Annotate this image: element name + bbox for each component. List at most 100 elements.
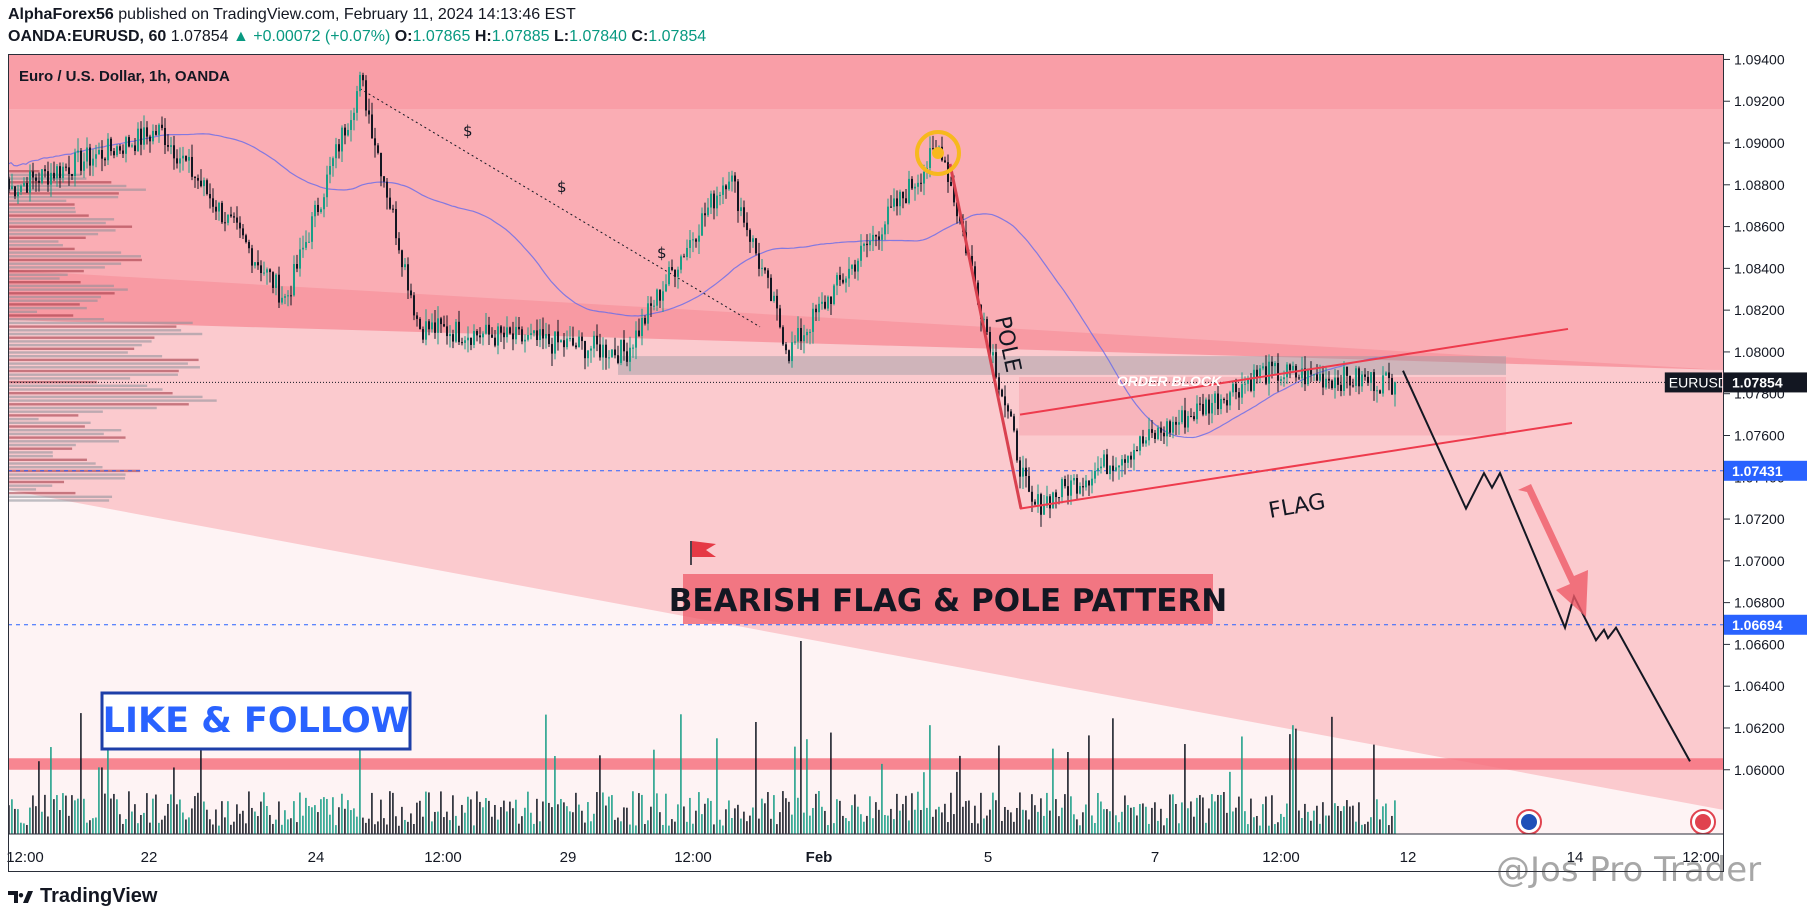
volume-bar <box>923 772 925 834</box>
low-value: 1.07840 <box>569 28 627 45</box>
candle-body <box>872 234 874 242</box>
candle-body <box>65 166 67 168</box>
volume-bar <box>1100 801 1102 834</box>
candle <box>455 318 457 343</box>
candle <box>1259 365 1261 384</box>
candle-body <box>734 175 736 182</box>
volume-bar <box>845 818 847 834</box>
profile-bar <box>8 384 148 387</box>
candle-body <box>329 166 331 175</box>
volume-bar <box>404 819 406 834</box>
candle-body <box>455 321 457 342</box>
candle-body <box>182 155 184 159</box>
volume-bar <box>557 804 559 834</box>
candle <box>485 313 487 335</box>
candle-body <box>764 267 766 271</box>
candle-body <box>173 145 175 159</box>
volume-bar <box>1244 811 1246 834</box>
volume-bar <box>434 811 436 834</box>
volume-bar <box>110 798 112 834</box>
volume-bar <box>1328 815 1330 834</box>
candle <box>512 321 514 351</box>
candle <box>1028 467 1030 493</box>
candle-body <box>590 348 592 351</box>
candle-body <box>101 150 103 159</box>
candle <box>611 349 613 358</box>
candle-body <box>434 322 436 333</box>
candle-body <box>1001 389 1003 397</box>
candle <box>755 238 757 256</box>
candle <box>1019 456 1021 489</box>
profile-bar <box>8 170 40 173</box>
volume-bar <box>437 811 439 834</box>
volume-bar <box>1280 813 1282 834</box>
candle-body <box>584 341 586 359</box>
candle <box>275 273 277 296</box>
profile-bar <box>8 210 76 214</box>
volume-bar <box>314 805 316 834</box>
candle <box>377 143 379 155</box>
candle <box>422 326 424 344</box>
candle-body <box>701 213 703 236</box>
candle-body <box>1241 384 1243 398</box>
volume-bar <box>197 792 199 834</box>
candle <box>206 178 208 196</box>
volume-bar <box>17 809 19 834</box>
tradingview-logo[interactable]: TradingView <box>8 885 157 908</box>
volume-bar <box>611 795 613 834</box>
dollar-marker: $ <box>657 244 667 262</box>
candle <box>59 162 61 188</box>
candle-body <box>1379 390 1381 394</box>
candle <box>494 330 496 348</box>
candle <box>872 225 874 251</box>
volume-bar <box>494 804 496 834</box>
candle-body <box>29 171 31 193</box>
candle <box>1205 397 1207 417</box>
candle-body <box>929 148 931 168</box>
volume-bar <box>311 807 313 834</box>
volume-bar <box>518 823 520 834</box>
candle-body <box>1256 369 1258 377</box>
candle <box>338 138 340 159</box>
candle <box>1091 470 1093 494</box>
candle-body <box>1019 460 1021 477</box>
candle <box>599 333 601 361</box>
candle-body <box>509 327 511 334</box>
candle-body <box>257 262 259 266</box>
profile-bar <box>8 414 79 417</box>
candle <box>269 268 271 283</box>
volume-bar <box>1139 804 1141 834</box>
candle-body <box>992 352 994 356</box>
candle <box>593 331 595 358</box>
candle <box>542 317 544 350</box>
candle <box>608 350 610 369</box>
candle <box>623 330 625 361</box>
candle-body <box>74 152 76 177</box>
profile-bar <box>8 399 217 402</box>
candle <box>1181 405 1183 425</box>
volume-bar <box>797 797 799 834</box>
candle-body <box>683 256 685 258</box>
candle-body <box>488 324 490 335</box>
candle-body <box>809 331 811 333</box>
dollar-marker: $ <box>557 178 567 196</box>
volume-bar <box>302 815 304 834</box>
candle <box>893 188 895 212</box>
candle <box>1337 370 1339 391</box>
candle <box>101 140 103 172</box>
volume-bar <box>836 799 838 834</box>
author-name[interactable]: AlphaForex56 <box>8 6 114 23</box>
volume-bar <box>650 806 652 834</box>
candle-body <box>215 206 217 212</box>
volume-bar <box>1199 795 1201 834</box>
volume-bar <box>194 796 196 834</box>
volume-bar <box>1307 811 1309 834</box>
candle <box>557 319 559 351</box>
candle-body <box>476 330 478 336</box>
candle <box>614 337 616 359</box>
volume-bar <box>35 806 37 834</box>
candle <box>1034 499 1036 506</box>
candle <box>677 266 679 289</box>
candle <box>1382 366 1384 397</box>
